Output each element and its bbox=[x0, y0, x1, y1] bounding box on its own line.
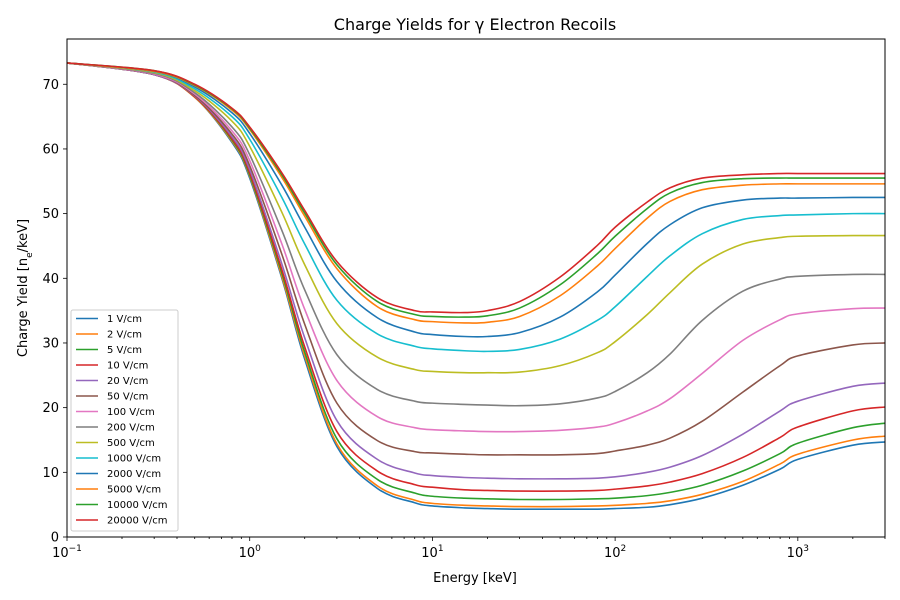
chart-title: Charge Yields for γ Electron Recoils bbox=[334, 15, 616, 34]
series-line-20-v-cm bbox=[66, 62, 886, 480]
y-tick-label: 0 bbox=[51, 531, 59, 546]
x-tick-label: 100 bbox=[239, 544, 262, 561]
series-line-5-v-cm bbox=[66, 62, 886, 501]
legend-label: 500 V/cm bbox=[107, 438, 155, 449]
y-axis-label-tail: /keV] bbox=[16, 219, 31, 252]
legend-label: 1000 V/cm bbox=[107, 454, 161, 465]
y-tick-label: 70 bbox=[42, 78, 59, 93]
series-line-100-v-cm bbox=[66, 62, 886, 433]
x-tick-label: 102 bbox=[604, 544, 626, 561]
legend-label: 200 V/cm bbox=[107, 423, 155, 434]
series-line-500-v-cm bbox=[66, 62, 886, 374]
legend-label: 50 V/cm bbox=[107, 392, 148, 403]
legend-label: 2000 V/cm bbox=[107, 469, 161, 480]
legend-box bbox=[70, 309, 179, 532]
y-tick-label: 20 bbox=[42, 401, 59, 416]
legend: 1 V/cm 2 V/cm 5 V/cm 10 V/cm 20 V/cm 50 V/cm 1… bbox=[70, 309, 179, 532]
series-line-10-v-cm bbox=[66, 62, 886, 492]
legend-label: 5000 V/cm bbox=[107, 485, 161, 496]
series-line-20000-v-cm bbox=[66, 62, 885, 314]
plot-lines bbox=[66, 62, 886, 511]
y-axis-label-main: Charge Yield [n bbox=[16, 258, 31, 357]
series-line-1-v-cm bbox=[66, 62, 886, 511]
y-axis-ticks: 0 10 20 30 40 50 60 70 bbox=[42, 78, 67, 546]
plot-area-frame bbox=[66, 38, 886, 538]
series-line-10000-v-cm bbox=[66, 62, 885, 318]
legend-label: 20000 V/cm bbox=[107, 516, 167, 527]
legend-label: 10000 V/cm bbox=[107, 500, 167, 511]
y-tick-label: 10 bbox=[42, 466, 59, 481]
y-tick-label: 50 bbox=[42, 207, 59, 222]
legend-label: 100 V/cm bbox=[107, 407, 155, 418]
legend-label: 1 V/cm bbox=[107, 314, 142, 325]
x-tick-label: 10−1 bbox=[52, 544, 82, 561]
series-line-200-v-cm bbox=[66, 62, 886, 407]
series-line-2000-v-cm bbox=[66, 62, 886, 338]
y-tick-label: 60 bbox=[42, 142, 59, 157]
y-tick-label: 40 bbox=[42, 272, 59, 287]
series-line-50-v-cm bbox=[66, 62, 886, 456]
legend-label: 20 V/cm bbox=[107, 376, 148, 387]
x-axis-ticks: 10−1 100 101 102 103 bbox=[52, 537, 886, 561]
x-tick-label: 101 bbox=[421, 544, 443, 561]
legend-label: 5 V/cm bbox=[107, 345, 142, 356]
legend-label: 2 V/cm bbox=[107, 330, 142, 341]
y-axis-label: Charge Yield [ne/keV] bbox=[16, 219, 35, 357]
series-line-1000-v-cm bbox=[66, 62, 886, 353]
x-axis-label: Energy [keV] bbox=[433, 571, 517, 586]
y-tick-label: 30 bbox=[42, 336, 59, 351]
series-line-2-v-cm bbox=[66, 62, 886, 508]
x-tick-label: 103 bbox=[787, 544, 809, 561]
legend-label: 10 V/cm bbox=[107, 361, 148, 372]
y-axis-label-subscript: e bbox=[25, 252, 35, 258]
